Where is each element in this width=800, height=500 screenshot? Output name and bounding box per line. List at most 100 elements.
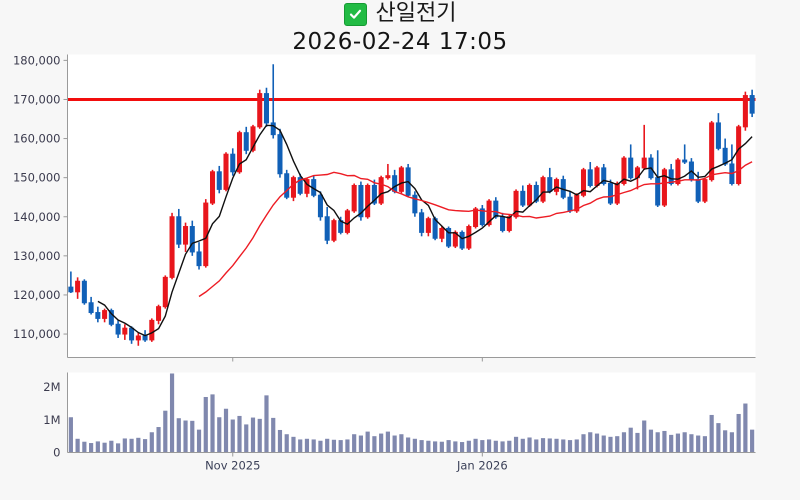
candle-body	[446, 227, 452, 247]
volume-bar	[190, 420, 195, 453]
volume-bar	[567, 440, 573, 453]
candle-body	[392, 175, 398, 192]
candle-body	[547, 177, 553, 192]
candle-body	[567, 196, 573, 212]
volume-bar	[642, 420, 647, 453]
volume-bar	[500, 441, 505, 453]
candle-body	[297, 177, 303, 194]
candle-body	[425, 218, 431, 233]
volume-bar	[196, 429, 202, 453]
volume-bar	[682, 432, 687, 453]
volume-bar	[163, 410, 168, 453]
candle-body	[553, 179, 560, 192]
volume-bar	[264, 395, 269, 453]
volume-bar	[473, 438, 478, 453]
candle-body	[344, 210, 350, 233]
volume-bar	[89, 443, 94, 453]
volume-bar	[412, 438, 417, 453]
candle-body	[709, 122, 715, 181]
candle-body	[378, 177, 384, 204]
candle-body	[621, 157, 627, 185]
volume-bar	[480, 440, 485, 453]
candle-body	[493, 200, 499, 218]
volume-bar	[669, 434, 674, 453]
timestamp-label: 2026-02-24 17:05	[292, 29, 508, 55]
volume-bar	[176, 418, 181, 453]
volume-bar	[338, 440, 343, 453]
volume-bar	[433, 441, 438, 453]
volume-bar	[675, 433, 681, 453]
volume-bar	[365, 431, 370, 453]
volume-bar	[406, 437, 411, 453]
candle-body	[169, 216, 175, 278]
volume-bar	[244, 424, 249, 453]
candle-body	[419, 212, 425, 233]
volume-bar	[534, 439, 539, 453]
candle-body	[162, 276, 168, 308]
volume-bar	[588, 432, 593, 453]
volume-bar	[750, 429, 755, 453]
candle-body	[324, 216, 330, 241]
check-square-icon	[343, 2, 367, 26]
volume-bar	[358, 435, 364, 453]
volume-bar	[277, 429, 283, 453]
volume-bar	[122, 438, 127, 453]
moving-average-short-line	[97, 124, 753, 337]
price-axis-tick-label: 130,000	[13, 249, 61, 263]
volume-bar	[459, 442, 465, 453]
price-axis-tick-label: 180,000	[13, 53, 61, 67]
volume-bar	[183, 420, 188, 453]
candle-body	[88, 302, 94, 314]
candle-body	[102, 310, 108, 319]
candle-body	[81, 280, 87, 304]
volume-bar	[345, 439, 350, 453]
candle-body	[135, 335, 141, 341]
volume-bar	[446, 440, 451, 453]
candle-body	[520, 190, 526, 206]
candle-body	[209, 171, 216, 204]
candle-body	[459, 231, 465, 249]
volume-bar	[540, 438, 546, 453]
volume-bar	[142, 439, 148, 453]
candle-body	[331, 220, 337, 241]
volume-panel-background	[67, 372, 756, 453]
candle-body	[398, 167, 404, 192]
candle-body	[236, 132, 243, 173]
price-axis-tick-label: 120,000	[13, 288, 61, 302]
volume-bar	[271, 417, 276, 453]
candle-body	[655, 177, 661, 206]
volume-bar	[318, 440, 323, 453]
candle-body	[500, 216, 506, 231]
candle-body	[668, 169, 674, 185]
price-panel-background	[67, 54, 756, 358]
volume-bar	[507, 440, 512, 453]
price-axis-tick-label: 170,000	[13, 92, 61, 106]
volume-bar	[156, 427, 161, 453]
volume-bar	[621, 432, 627, 453]
candle-body	[533, 184, 539, 202]
volume-bar	[419, 440, 424, 453]
candle-body	[365, 184, 371, 218]
candle-body	[149, 319, 155, 341]
price-axis-tick-label: 140,000	[13, 210, 61, 224]
volume-bar	[601, 435, 606, 453]
volume-bar	[68, 417, 73, 453]
volume-bar	[628, 427, 633, 453]
candle-body	[675, 159, 681, 185]
candle-body	[68, 286, 74, 293]
volume-bar	[527, 437, 532, 453]
volume-bar	[399, 434, 404, 453]
candle-body	[385, 175, 391, 179]
candle-body	[189, 226, 195, 253]
candle-body	[641, 157, 647, 169]
volume-bar	[696, 435, 701, 453]
volume-bar	[648, 429, 654, 453]
candle-body	[749, 95, 755, 114]
volume-bar	[352, 434, 357, 453]
candle-body	[156, 306, 162, 321]
candle-body	[587, 169, 593, 186]
candle-body	[473, 208, 479, 228]
volume-bar	[655, 432, 660, 453]
volume-bar	[426, 440, 431, 453]
